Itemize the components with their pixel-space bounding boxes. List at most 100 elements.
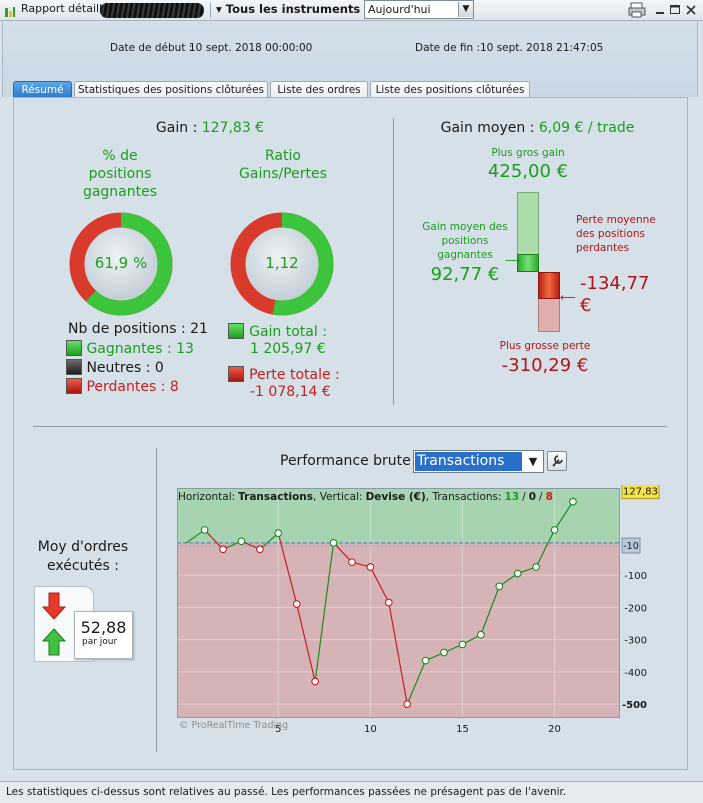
data-point — [477, 630, 485, 639]
line-segment — [277, 533, 298, 605]
last-value-box — [621, 485, 660, 500]
chevron-down-icon: ▼ — [458, 2, 473, 17]
data-point — [256, 545, 264, 554]
start-date-value: 10 sept. 2018 00:00:00 — [189, 42, 313, 54]
section-divider — [156, 448, 157, 752]
period-select[interactable]: Aujourd'hui ▼ — [364, 0, 474, 19]
tab-closed-positions-stats[interactable]: Statistiques des positions clôturées — [74, 81, 268, 98]
section-divider — [393, 118, 394, 405]
line-segment — [406, 660, 427, 705]
positive-zone — [177, 488, 619, 543]
performance-chart: -100-200-300-400-500 5 10 15 20 127,83 -10 … — [177, 485, 660, 735]
y-tick-label: -200 — [624, 603, 647, 614]
last-value-tag: 127,83 — [621, 485, 660, 500]
y-axis: -100 -200 -300 -400 -500 — [622, 571, 647, 711]
gain-value: 127,83 € — [201, 120, 265, 136]
performance-select-value: Transactions — [415, 452, 522, 471]
red-square-icon — [228, 366, 244, 382]
winning-pct-value: 61,9 % — [94, 254, 148, 272]
up-down-arrows-icon — [41, 592, 67, 656]
max-gain-label: Plus gros gain — [491, 147, 565, 159]
period-value: Aujourd'hui — [368, 3, 431, 16]
data-point — [440, 648, 448, 657]
last-value-label: 127,83 — [623, 487, 658, 498]
redacted-account — [100, 3, 204, 18]
winning-pct-title: % de positions gagnantes — [82, 148, 158, 200]
chevron-down-icon: ▾ — [216, 2, 222, 16]
avg-win-label: Gain moyen des positions gagnantes — [422, 221, 508, 261]
line-segment — [369, 566, 390, 603]
minimize-icon[interactable] — [653, 2, 667, 17]
avg-win-bar — [517, 254, 539, 272]
loss-total-legend: Perte totale : — [228, 364, 340, 383]
data-point — [569, 497, 577, 506]
line-segment — [388, 602, 408, 705]
orders-value: 52,88 — [80, 618, 127, 637]
plot-border — [177, 488, 620, 718]
tab-resume[interactable]: Résumé — [13, 81, 72, 98]
data-point — [550, 526, 559, 534]
avg-gain-summary: Gain moyen : 6,09 € / trade — [400, 120, 675, 136]
data-point — [403, 700, 412, 708]
ratio-value: 1,12 — [265, 254, 299, 272]
chart-report-icon — [4, 4, 16, 17]
data-point — [495, 582, 504, 591]
orders-unit: par jour — [82, 637, 118, 647]
donut-win-arc — [69, 212, 173, 316]
avg-win-value: 92,77 € — [430, 264, 500, 285]
x-axis: 5 10 15 20 — [275, 724, 561, 735]
reference-box — [621, 537, 641, 554]
wrench-settings-button[interactable] — [547, 451, 567, 471]
watermark: © ProRealTime Trading — [179, 720, 288, 731]
x-tick-label: 20 — [548, 724, 561, 735]
data-point — [200, 526, 209, 534]
chart-grid — [177, 488, 619, 717]
donut-center — [246, 228, 318, 300]
max-loss-value: -310,29 € — [501, 355, 589, 376]
start-date-label: Date de début : — [110, 42, 193, 54]
print-icon[interactable] — [627, 2, 647, 18]
tab-orders-list[interactable]: Liste des ordres — [270, 81, 368, 98]
tab-closed-positions-list[interactable]: Liste des positions clôturées — [370, 81, 530, 98]
end-date-label: Date de fin : — [415, 42, 481, 54]
data-point — [384, 598, 393, 607]
arrow-left-icon: ⟵ — [560, 291, 576, 304]
chart-info-line: Horizontal: Transactions, Vertical: Devise… — [178, 491, 553, 503]
x-tick-label: 10 — [364, 724, 377, 735]
y-tick-label: -500 — [622, 700, 647, 711]
performance-points — [200, 497, 577, 708]
gain-total-value: 1 205,97 € — [250, 341, 326, 357]
performance-select[interactable]: Transactions ▼ — [413, 450, 544, 473]
winners-legend: Gagnantes : 13 — [66, 340, 194, 359]
x-tick-label: 5 — [275, 724, 281, 735]
line-segment — [314, 542, 335, 682]
line-segment — [296, 603, 316, 682]
gain-label: Gain : — [155, 120, 198, 136]
max-gain-value: 425,00 € — [487, 161, 569, 182]
reference-tag: -10 — [621, 537, 641, 554]
toolbar-divider — [210, 3, 211, 18]
gain-total-label: Gain total : — [249, 324, 327, 340]
line-segment — [535, 529, 556, 568]
neutral-legend: Neutres : 0 — [66, 359, 164, 378]
data-point — [513, 569, 522, 578]
red-square-icon — [66, 378, 82, 394]
arrow-right-icon: ⟶ — [505, 254, 521, 267]
gain-summary: Gain : 127,83 € — [100, 120, 320, 136]
data-point — [532, 563, 540, 571]
report-title: Rapport détaillé — [21, 2, 109, 15]
line-segment — [480, 586, 500, 635]
section-divider — [33, 426, 667, 427]
neutral-label: Neutres : 0 — [86, 360, 164, 376]
close-icon[interactable] — [684, 2, 698, 17]
avg-gain-value: 6,09 € / trade — [538, 120, 635, 136]
data-point — [348, 558, 356, 567]
disclaimer-bar: Les statistiques ci-dessus sont relative… — [0, 781, 703, 803]
instruments-dropdown[interactable]: ▾ Tous les instruments — [216, 2, 361, 16]
y-tick-label: -300 — [624, 636, 647, 647]
maximize-icon[interactable] — [668, 2, 682, 17]
gain-total-legend: Gain total : — [228, 321, 327, 340]
winners-label: Gagnantes : 13 — [86, 341, 194, 357]
data-point — [421, 656, 430, 665]
chevron-down-icon: ▼ — [528, 455, 538, 468]
